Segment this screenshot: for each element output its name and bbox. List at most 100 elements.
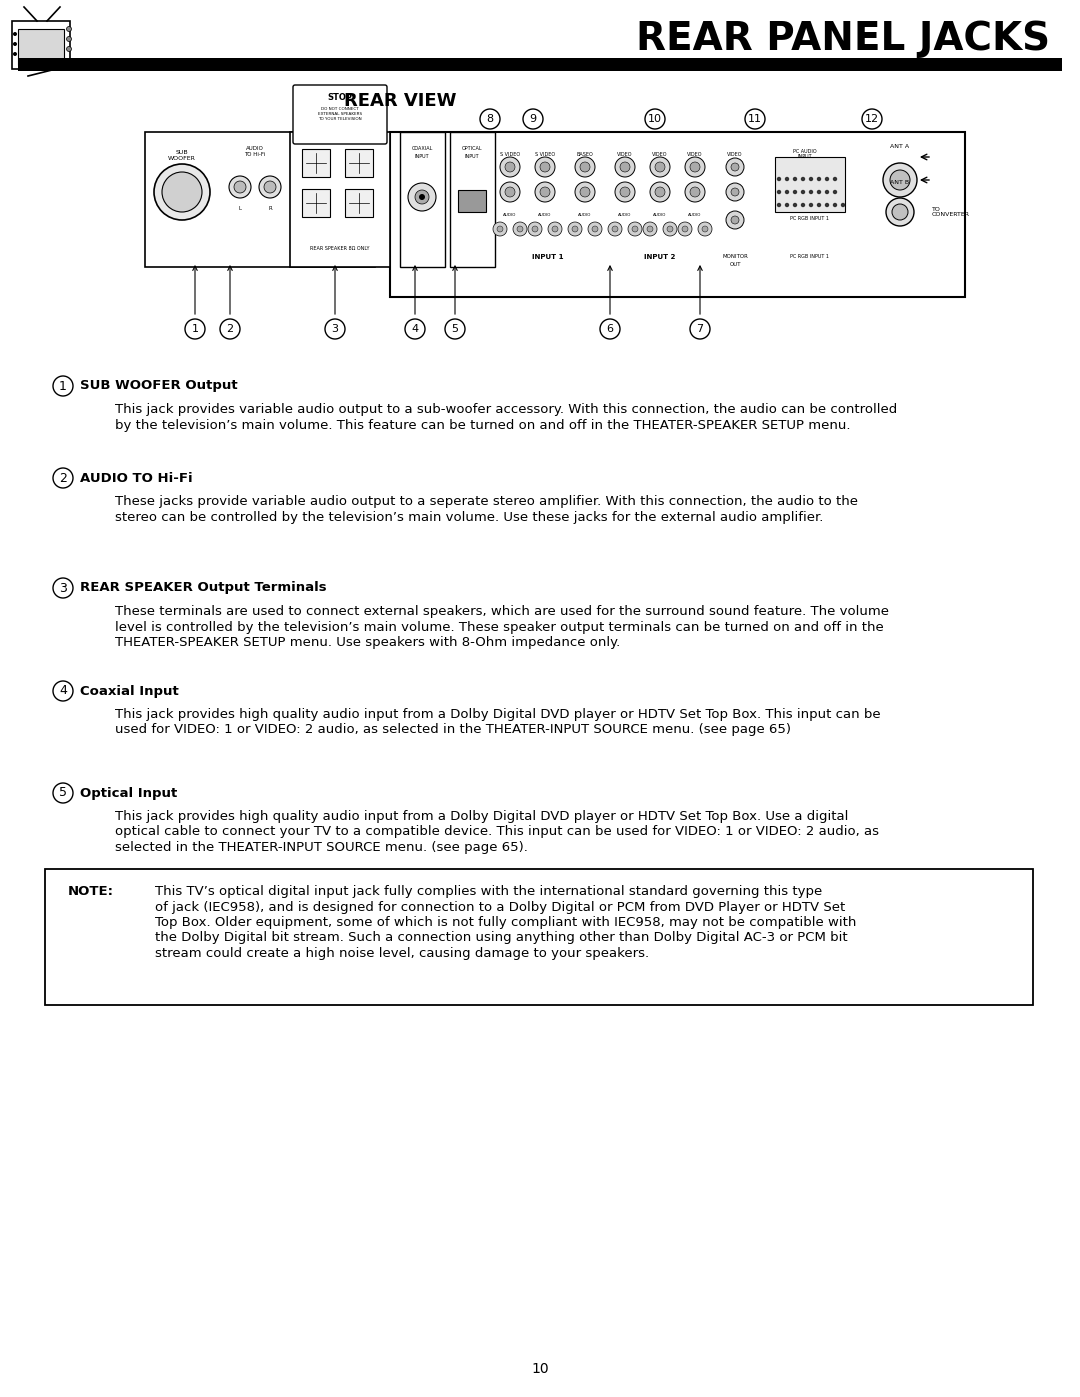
Text: Coaxial Input: Coaxial Input bbox=[80, 685, 179, 697]
Circle shape bbox=[229, 176, 251, 198]
Circle shape bbox=[575, 182, 595, 203]
FancyBboxPatch shape bbox=[293, 85, 387, 144]
Text: optical cable to connect your TV to a compatible device. This input can be used : optical cable to connect your TV to a co… bbox=[114, 826, 879, 838]
Text: VIDEO: VIDEO bbox=[618, 151, 633, 156]
Circle shape bbox=[833, 190, 837, 194]
Text: INPUT: INPUT bbox=[464, 155, 480, 159]
FancyBboxPatch shape bbox=[45, 869, 1032, 1004]
Text: VIDEO: VIDEO bbox=[652, 151, 667, 156]
FancyBboxPatch shape bbox=[345, 189, 373, 217]
Circle shape bbox=[259, 176, 281, 198]
Circle shape bbox=[650, 156, 670, 177]
Text: 6: 6 bbox=[607, 324, 613, 334]
Text: AUDIO: AUDIO bbox=[688, 212, 702, 217]
Circle shape bbox=[816, 177, 821, 182]
Circle shape bbox=[726, 211, 744, 229]
Circle shape bbox=[532, 226, 538, 232]
Circle shape bbox=[681, 226, 688, 232]
Circle shape bbox=[781, 165, 799, 183]
Text: stereo can be controlled by the television’s main volume. Use these jacks for th: stereo can be controlled by the televisi… bbox=[114, 510, 823, 524]
Text: REAR PANEL JACKS: REAR PANEL JACKS bbox=[636, 20, 1050, 59]
Text: WOOFER: WOOFER bbox=[168, 156, 195, 162]
Circle shape bbox=[647, 226, 653, 232]
Text: 9: 9 bbox=[529, 115, 537, 124]
Circle shape bbox=[731, 217, 739, 224]
Circle shape bbox=[886, 198, 914, 226]
Circle shape bbox=[800, 177, 806, 182]
Circle shape bbox=[572, 226, 578, 232]
Circle shape bbox=[612, 226, 618, 232]
Text: 1: 1 bbox=[191, 324, 199, 334]
Circle shape bbox=[785, 190, 789, 194]
Text: INPUT: INPUT bbox=[415, 155, 430, 159]
Circle shape bbox=[588, 222, 602, 236]
Text: level is controlled by the television’s main volume. These speaker output termin: level is controlled by the television’s … bbox=[114, 620, 883, 633]
Circle shape bbox=[615, 156, 635, 177]
Text: 2: 2 bbox=[227, 324, 233, 334]
Circle shape bbox=[786, 170, 794, 177]
Circle shape bbox=[620, 187, 630, 197]
Text: OPTICAL: OPTICAL bbox=[461, 147, 483, 151]
Circle shape bbox=[552, 226, 558, 232]
Text: 4: 4 bbox=[59, 685, 67, 697]
Circle shape bbox=[809, 203, 813, 207]
Circle shape bbox=[816, 190, 821, 194]
Text: This jack provides high quality audio input from a Dolby Digital DVD player or H: This jack provides high quality audio in… bbox=[114, 708, 880, 721]
FancyBboxPatch shape bbox=[145, 131, 375, 267]
Text: R: R bbox=[268, 207, 272, 211]
Text: AUDIO: AUDIO bbox=[246, 147, 264, 151]
Text: AUDIO: AUDIO bbox=[653, 212, 666, 217]
Circle shape bbox=[667, 226, 673, 232]
Text: SUB: SUB bbox=[176, 149, 188, 155]
Circle shape bbox=[620, 162, 630, 172]
Circle shape bbox=[492, 222, 507, 236]
Circle shape bbox=[726, 158, 744, 176]
Circle shape bbox=[67, 27, 71, 32]
Text: BASEO: BASEO bbox=[577, 151, 593, 156]
Circle shape bbox=[580, 187, 590, 197]
Text: selected in the THEATER-INPUT SOURCE menu. (see page 65).: selected in the THEATER-INPUT SOURCE men… bbox=[114, 841, 528, 854]
Circle shape bbox=[702, 226, 708, 232]
Text: This TV’s optical digital input jack fully complies with the international stand: This TV’s optical digital input jack ful… bbox=[156, 886, 822, 898]
Circle shape bbox=[535, 156, 555, 177]
Text: AUDIO: AUDIO bbox=[503, 212, 516, 217]
Text: 2: 2 bbox=[59, 472, 67, 485]
Text: AUDIO TO Hi-Fi: AUDIO TO Hi-Fi bbox=[80, 472, 192, 485]
Text: TO Hi-Fi: TO Hi-Fi bbox=[244, 152, 266, 158]
Circle shape bbox=[793, 190, 797, 194]
Circle shape bbox=[825, 177, 829, 182]
Circle shape bbox=[505, 187, 515, 197]
Circle shape bbox=[535, 182, 555, 203]
Text: L: L bbox=[239, 207, 242, 211]
Text: 5: 5 bbox=[451, 324, 459, 334]
Circle shape bbox=[811, 165, 829, 183]
Circle shape bbox=[841, 203, 846, 207]
FancyBboxPatch shape bbox=[400, 131, 445, 267]
Text: This jack provides high quality audio input from a Dolby Digital DVD player or H: This jack provides high quality audio in… bbox=[114, 810, 849, 823]
Circle shape bbox=[568, 222, 582, 236]
Circle shape bbox=[883, 163, 917, 197]
Circle shape bbox=[809, 177, 813, 182]
Circle shape bbox=[540, 162, 550, 172]
FancyBboxPatch shape bbox=[345, 149, 373, 177]
Text: Optical Input: Optical Input bbox=[80, 787, 177, 799]
FancyBboxPatch shape bbox=[18, 59, 1062, 71]
Circle shape bbox=[685, 182, 705, 203]
Text: REAR VIEW: REAR VIEW bbox=[343, 92, 456, 110]
Circle shape bbox=[825, 190, 829, 194]
Circle shape bbox=[731, 189, 739, 196]
Circle shape bbox=[632, 226, 638, 232]
FancyBboxPatch shape bbox=[302, 149, 330, 177]
Circle shape bbox=[408, 183, 436, 211]
Circle shape bbox=[793, 203, 797, 207]
Text: OUT: OUT bbox=[729, 263, 741, 267]
Text: 10: 10 bbox=[531, 1362, 549, 1376]
Text: REAR SPEAKER 8Ω ONLY: REAR SPEAKER 8Ω ONLY bbox=[310, 246, 369, 251]
FancyBboxPatch shape bbox=[302, 189, 330, 217]
Circle shape bbox=[154, 163, 210, 219]
Circle shape bbox=[517, 226, 523, 232]
Circle shape bbox=[513, 222, 527, 236]
Circle shape bbox=[816, 203, 821, 207]
Text: PC RGB INPUT 1: PC RGB INPUT 1 bbox=[791, 254, 829, 260]
Circle shape bbox=[690, 187, 700, 197]
